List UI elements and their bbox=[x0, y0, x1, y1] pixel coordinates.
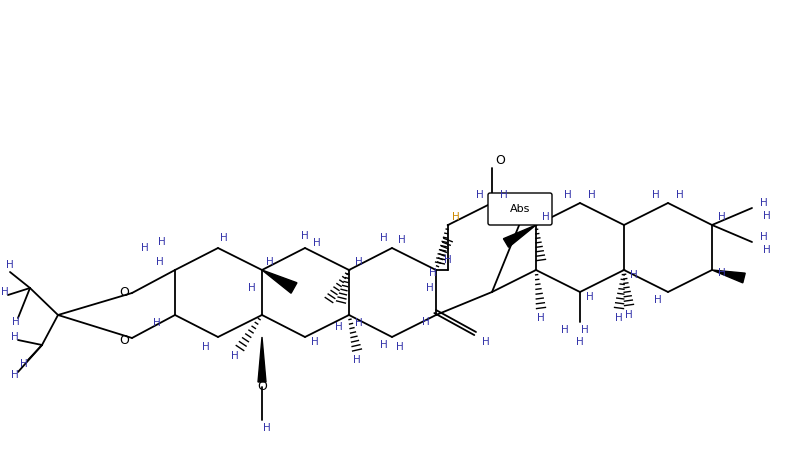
Text: H: H bbox=[759, 198, 767, 208]
Text: H: H bbox=[564, 190, 571, 200]
Text: H: H bbox=[354, 318, 363, 328]
Text: H: H bbox=[762, 211, 770, 221]
Text: H: H bbox=[263, 423, 271, 433]
Text: H: H bbox=[397, 235, 406, 245]
Text: H: H bbox=[231, 351, 238, 361]
Text: O: O bbox=[495, 153, 504, 167]
Text: H: H bbox=[335, 322, 342, 332]
Text: Abs: Abs bbox=[509, 204, 530, 214]
Text: H: H bbox=[444, 255, 451, 265]
Text: H: H bbox=[313, 238, 320, 248]
Text: H: H bbox=[542, 212, 549, 222]
Text: H: H bbox=[266, 257, 273, 267]
Text: H: H bbox=[11, 370, 19, 380]
Text: H: H bbox=[301, 231, 308, 241]
Text: H: H bbox=[500, 190, 507, 200]
Text: H: H bbox=[475, 190, 483, 200]
Text: H: H bbox=[11, 332, 19, 342]
Polygon shape bbox=[503, 225, 535, 248]
Text: H: H bbox=[452, 212, 459, 222]
Text: H: H bbox=[380, 233, 388, 243]
Text: H: H bbox=[581, 325, 588, 335]
Text: H: H bbox=[396, 342, 403, 352]
Text: H: H bbox=[6, 260, 14, 270]
Text: H: H bbox=[220, 233, 228, 243]
Text: H: H bbox=[576, 337, 583, 347]
Text: H: H bbox=[428, 268, 436, 278]
Text: H: H bbox=[158, 237, 165, 247]
Text: H: H bbox=[624, 310, 632, 320]
Text: H: H bbox=[587, 190, 595, 200]
Text: H: H bbox=[586, 292, 593, 302]
Text: H: H bbox=[426, 283, 433, 293]
Text: H: H bbox=[676, 190, 683, 200]
Text: O: O bbox=[119, 287, 129, 299]
Text: H: H bbox=[717, 212, 725, 222]
Polygon shape bbox=[258, 337, 266, 382]
Text: H: H bbox=[654, 295, 661, 305]
Text: H: H bbox=[560, 325, 569, 335]
Text: H: H bbox=[651, 190, 659, 200]
Text: H: H bbox=[202, 342, 209, 352]
FancyBboxPatch shape bbox=[487, 193, 551, 225]
Polygon shape bbox=[711, 270, 744, 283]
Text: H: H bbox=[422, 317, 429, 327]
Text: H: H bbox=[615, 313, 622, 323]
Text: H: H bbox=[353, 355, 360, 365]
Text: H: H bbox=[354, 257, 363, 267]
Text: H: H bbox=[141, 243, 148, 253]
Text: H: H bbox=[156, 257, 164, 267]
Text: H: H bbox=[762, 245, 770, 255]
Text: H: H bbox=[20, 359, 28, 369]
Text: H: H bbox=[380, 340, 388, 350]
Text: H: H bbox=[1, 287, 9, 297]
Text: O: O bbox=[119, 334, 129, 347]
Polygon shape bbox=[262, 270, 297, 293]
Text: H: H bbox=[248, 283, 255, 293]
Text: H: H bbox=[311, 337, 319, 347]
Text: H: H bbox=[759, 232, 767, 242]
Text: H: H bbox=[629, 270, 637, 280]
Text: H: H bbox=[717, 268, 725, 278]
Text: H: H bbox=[482, 337, 489, 347]
Text: H: H bbox=[536, 313, 544, 323]
Text: O: O bbox=[257, 380, 267, 394]
Text: H: H bbox=[12, 317, 19, 327]
Text: H: H bbox=[153, 318, 161, 328]
